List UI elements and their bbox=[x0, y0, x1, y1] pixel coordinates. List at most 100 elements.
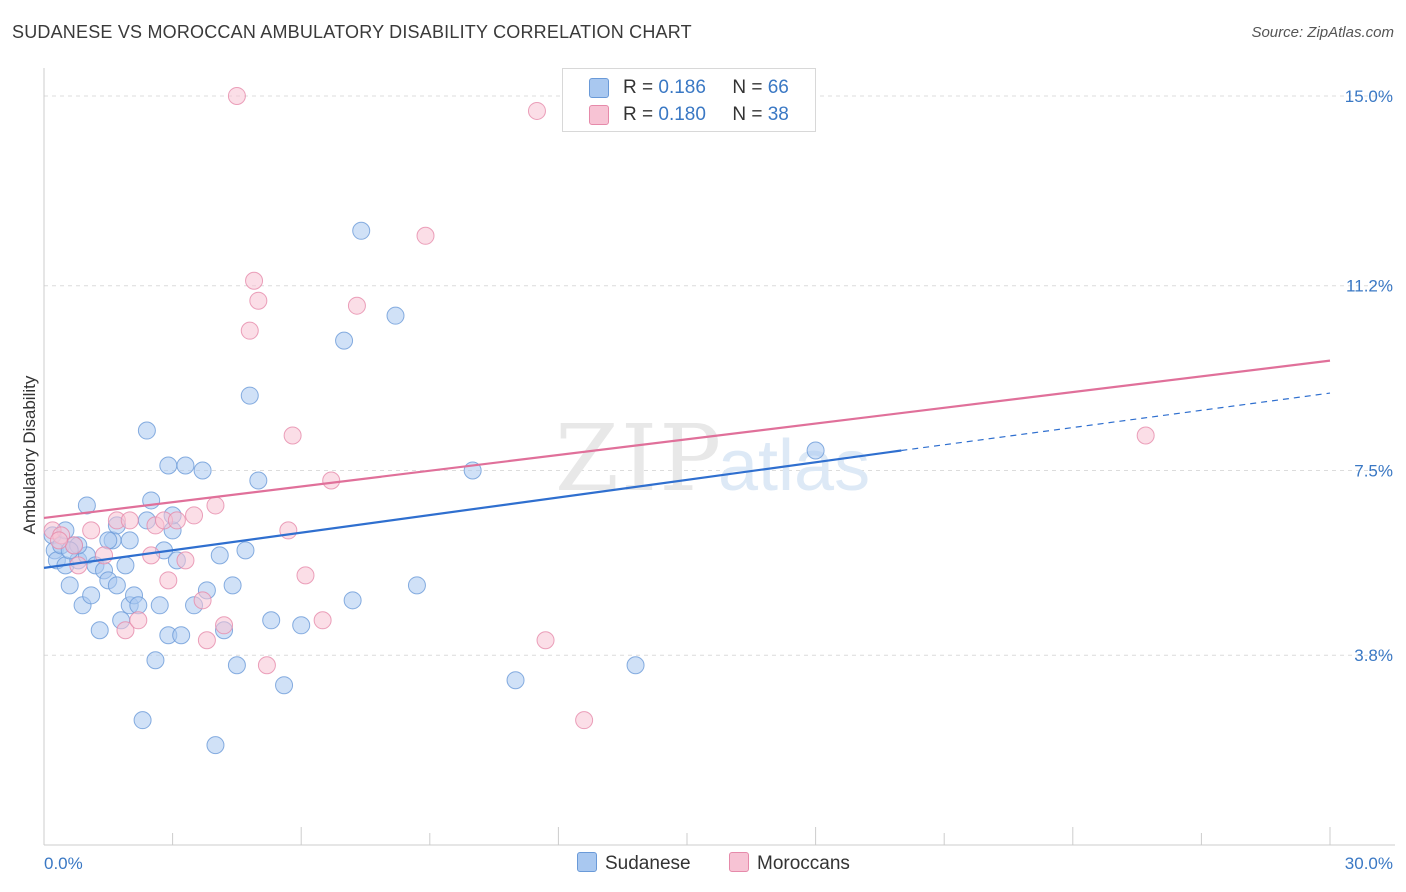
chart-title: SUDANESE VS MOROCCAN AMBULATORY DISABILI… bbox=[12, 22, 692, 42]
moroccan-point bbox=[527, 101, 546, 120]
sudanese-point bbox=[210, 546, 229, 565]
watermark-zip: ZIP bbox=[555, 405, 723, 512]
gridlines bbox=[44, 95, 1395, 656]
moroccan-point bbox=[129, 611, 148, 630]
sudanese-point bbox=[150, 596, 169, 615]
moroccan-point bbox=[193, 591, 212, 610]
legend-swatch-sudanese bbox=[589, 78, 609, 98]
moroccan-point bbox=[215, 616, 234, 635]
moroccan-point bbox=[283, 426, 302, 445]
sudanese-point bbox=[172, 626, 191, 645]
bottom-legend-label-sudanese: Sudanese bbox=[605, 853, 691, 874]
x-tick-label: 30.0% bbox=[1345, 854, 1393, 873]
sudanese-point bbox=[129, 596, 148, 615]
moroccan-point bbox=[142, 546, 161, 565]
bottom-legend-swatch-sudanese bbox=[577, 852, 597, 872]
moroccan-point bbox=[176, 551, 195, 570]
legend-r-label: R = bbox=[623, 77, 654, 98]
sudanese-point bbox=[262, 611, 281, 630]
sudanese-point bbox=[193, 461, 212, 480]
axes bbox=[43, 68, 1395, 846]
bottom-legend-sudanese: Sudanese bbox=[577, 852, 691, 875]
y-tick-label: 11.2% bbox=[1346, 277, 1393, 296]
moroccan-trend-line bbox=[43, 359, 1331, 520]
stats-legend: R = 0.186 N = 66 R = 0.180 N = 38 bbox=[562, 68, 816, 132]
moroccan-point bbox=[257, 656, 276, 675]
sudanese-point bbox=[506, 671, 525, 690]
moroccan-point bbox=[227, 86, 246, 105]
moroccan-point bbox=[116, 621, 135, 640]
sudanese-point bbox=[99, 531, 118, 550]
y-tick-label: 7.5% bbox=[1354, 461, 1393, 480]
moroccan-point bbox=[197, 631, 216, 650]
moroccan-point bbox=[206, 496, 225, 515]
legend-n-value: 38 bbox=[767, 104, 789, 125]
legend-r-value: 0.180 bbox=[658, 104, 706, 125]
sudanese-point bbox=[292, 616, 311, 635]
sudanese-point bbox=[223, 576, 242, 595]
sudanese-point bbox=[90, 621, 109, 640]
sudanese-point bbox=[116, 556, 135, 575]
sudanese-trend-extension bbox=[901, 392, 1331, 452]
bottom-legend-moroccans: Moroccans bbox=[729, 852, 850, 875]
moroccan-point bbox=[65, 536, 84, 555]
sudanese-point bbox=[806, 441, 825, 460]
sudanese-point bbox=[335, 331, 354, 350]
bottom-legend-label-moroccans: Moroccans bbox=[757, 853, 850, 874]
moroccan-point bbox=[82, 521, 101, 540]
legend-n-label: N = bbox=[732, 104, 763, 125]
moroccan-point bbox=[416, 226, 435, 245]
sudanese-point bbox=[407, 576, 426, 595]
data-points bbox=[43, 86, 1155, 755]
moroccan-point bbox=[249, 291, 268, 310]
watermark: ZIP atlas bbox=[555, 405, 870, 512]
source-label: Source: ZipAtlas.com bbox=[1251, 24, 1394, 41]
sudanese-point bbox=[120, 531, 139, 550]
moroccan-point bbox=[240, 321, 259, 340]
moroccan-point bbox=[296, 566, 315, 585]
sudanese-point bbox=[137, 421, 156, 440]
sudanese-point bbox=[249, 471, 268, 490]
sudanese-point bbox=[206, 736, 225, 755]
sudanese-point bbox=[236, 541, 255, 560]
x-tick-label: 0.0% bbox=[44, 854, 83, 873]
moroccan-point bbox=[1136, 426, 1155, 445]
moroccan-point bbox=[322, 471, 341, 490]
sudanese-point bbox=[386, 306, 405, 325]
legend-swatch-moroccans bbox=[589, 105, 609, 125]
sudanese-point bbox=[352, 221, 371, 240]
sudanese-point bbox=[146, 651, 165, 670]
moroccan-point bbox=[575, 711, 594, 730]
y-tick-label: 3.8% bbox=[1354, 646, 1393, 665]
moroccan-point bbox=[120, 511, 139, 530]
moroccan-point bbox=[159, 571, 178, 590]
trend-lines bbox=[43, 359, 1331, 569]
moroccan-point bbox=[347, 296, 366, 315]
moroccan-point bbox=[185, 506, 204, 525]
sudanese-point bbox=[240, 386, 259, 405]
moroccan-point bbox=[167, 511, 186, 530]
moroccan-point bbox=[50, 531, 69, 550]
y-tick-label: 15.0% bbox=[1345, 87, 1393, 106]
bottom-legend-swatch-moroccans bbox=[729, 852, 749, 872]
sudanese-point bbox=[176, 456, 195, 475]
sudanese-trend-line bbox=[43, 449, 902, 569]
sudanese-point bbox=[275, 676, 294, 695]
legend-n-value: 66 bbox=[767, 77, 789, 98]
moroccan-point bbox=[245, 271, 264, 290]
sudanese-point bbox=[133, 711, 152, 730]
sudanese-point bbox=[107, 576, 126, 595]
moroccan-point bbox=[279, 521, 298, 540]
moroccan-point bbox=[69, 556, 88, 575]
moroccan-point bbox=[313, 611, 332, 630]
sudanese-point bbox=[159, 456, 178, 475]
sudanese-point bbox=[626, 656, 645, 675]
sudanese-point bbox=[77, 496, 96, 515]
moroccan-point bbox=[536, 631, 555, 650]
sudanese-point bbox=[227, 656, 246, 675]
legend-n-label: N = bbox=[732, 77, 763, 98]
sudanese-point bbox=[60, 576, 79, 595]
sudanese-point bbox=[82, 586, 101, 605]
legend-r-label: R = bbox=[623, 104, 654, 125]
